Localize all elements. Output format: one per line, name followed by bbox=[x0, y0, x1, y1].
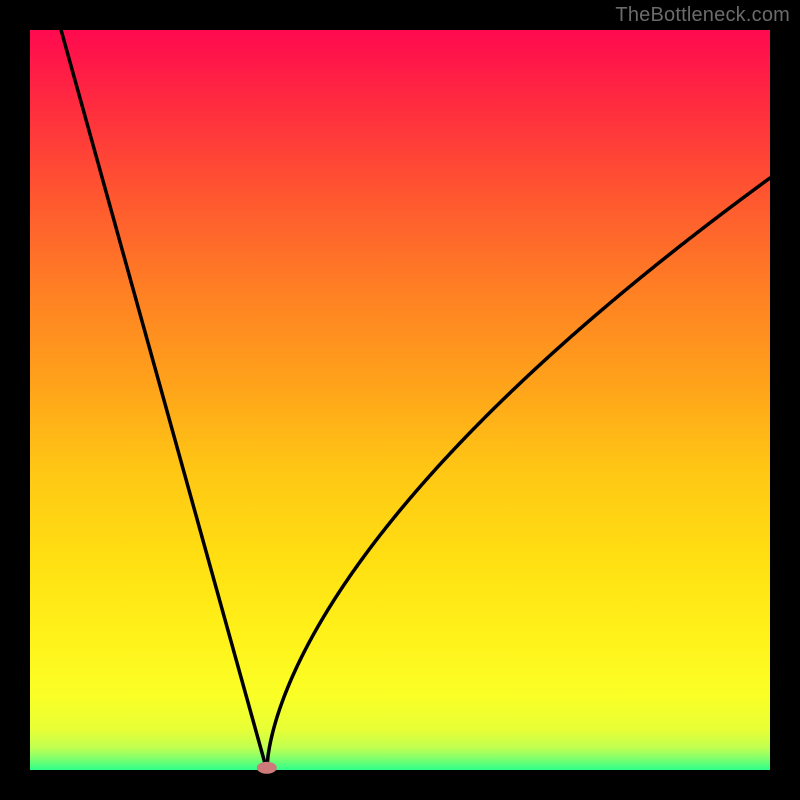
watermark-text: TheBottleneck.com bbox=[615, 4, 790, 27]
optimum-marker bbox=[257, 762, 277, 774]
bottleneck-chart bbox=[0, 0, 800, 800]
chart-plot-background bbox=[30, 30, 770, 770]
chart-container: TheBottleneck.com bbox=[0, 0, 800, 800]
